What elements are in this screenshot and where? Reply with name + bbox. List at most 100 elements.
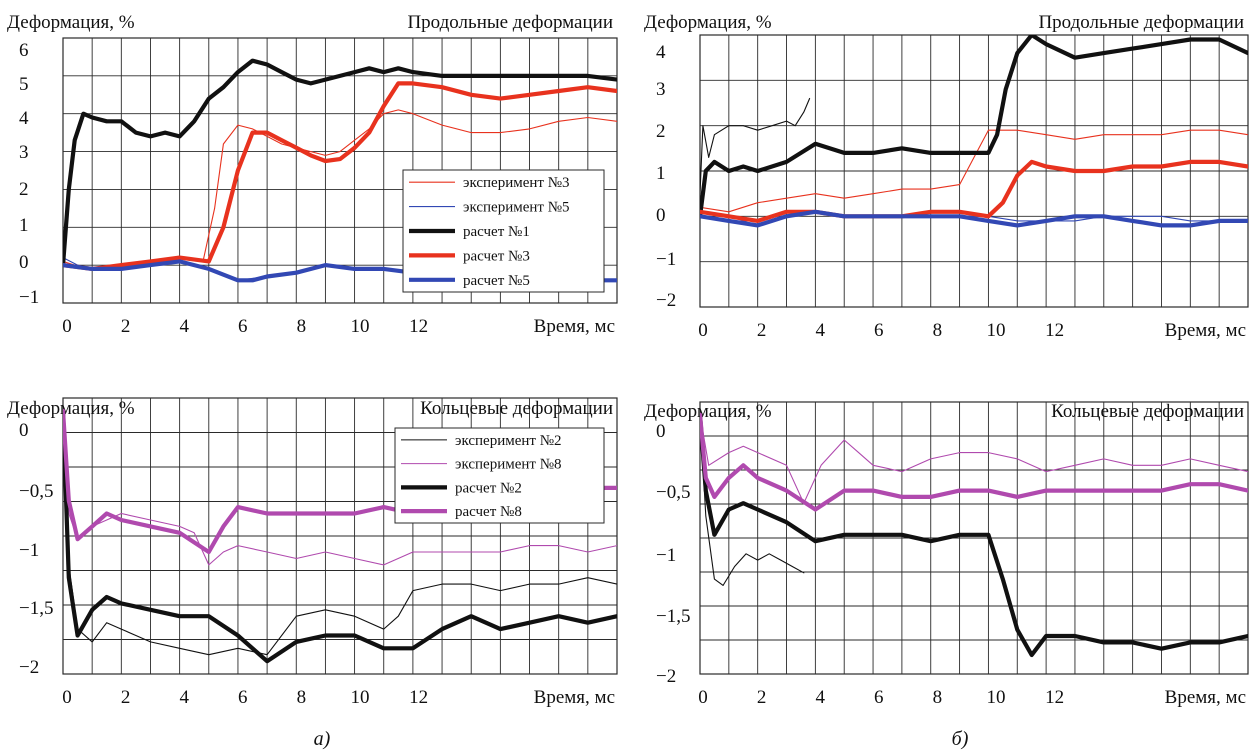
chart-title: Кольцевые деформации <box>1051 401 1244 422</box>
y-tick-label: 4 <box>19 108 29 129</box>
series-line-3 <box>63 408 617 664</box>
x-tick-label: 2 <box>757 320 767 341</box>
x-tick-label: 8 <box>297 687 307 708</box>
x-tick-label: 12 <box>409 687 428 708</box>
x-tick-label: 12 <box>1045 320 1064 341</box>
y-tick-label: 0 <box>656 421 666 442</box>
y-tick-label: −1 <box>19 540 39 561</box>
chart-title: Продольные деформации <box>407 12 613 33</box>
sublabel-b: б) <box>952 728 969 750</box>
grid <box>700 35 1248 307</box>
series-line-2 <box>700 129 1248 213</box>
y-tick-label: 2 <box>19 179 29 200</box>
x-tick-label: 12 <box>409 316 428 337</box>
y-tick-label: 0 <box>19 420 29 441</box>
legend-label: эксперимент №5 <box>463 200 570 216</box>
y-tick-label: 3 <box>656 79 666 100</box>
y-tick-label: −2 <box>19 657 39 678</box>
y-tick-label: −1 <box>656 545 676 566</box>
y-tick-label: 0 <box>19 252 29 273</box>
y-tick-label: 0 <box>656 205 666 226</box>
sublabel-a: а) <box>314 728 331 750</box>
legend-label: расчет №1 <box>463 224 530 240</box>
x-tick-label: 8 <box>933 687 943 708</box>
x-tick-label: 6 <box>238 687 248 708</box>
series-line-4 <box>63 81 617 271</box>
legend: эксперимент №2 эксперимент №8 расчет №2 рас… <box>394 427 605 524</box>
chart-b-bottom: Деформация, % Кольцевые деформации Время, … <box>644 401 1249 708</box>
x-tick-label: 2 <box>121 316 131 337</box>
legend-label: расчет №2 <box>455 480 522 496</box>
y-tick-label: −1 <box>19 287 39 308</box>
x-tick-label: 4 <box>179 687 189 708</box>
x-tick-label: 6 <box>874 320 884 341</box>
y-tick-label: −2 <box>656 666 676 687</box>
legend-label: эксперимент №3 <box>463 175 570 191</box>
series-line-4 <box>700 412 1248 512</box>
series-line-1 <box>700 97 811 195</box>
y-tick-label: 1 <box>19 215 29 236</box>
y-axis-label: Деформация, % <box>7 12 135 33</box>
x-tick-label: 2 <box>757 687 767 708</box>
series-line-3 <box>700 412 1248 658</box>
x-tick-label: 6 <box>874 687 884 708</box>
y-tick-label: −0,5 <box>656 482 690 503</box>
series-line-3 <box>63 58 617 268</box>
series-line-1 <box>700 414 805 586</box>
y-axis-label: Деформация, % <box>644 12 772 33</box>
y-tick-label: 1 <box>656 163 666 184</box>
legend-label: эксперимент №8 <box>455 457 562 473</box>
y-axis-label: Деформация, % <box>644 401 772 422</box>
x-axis-label: Время, мс <box>534 687 615 708</box>
y-tick-label: 4 <box>656 42 666 63</box>
x-tick-label: 8 <box>297 316 307 337</box>
legend-label: расчет №5 <box>463 273 530 289</box>
chart-a-bottom: Деформация, % Кольцевые деформации Время, … <box>7 397 618 708</box>
series-line-2 <box>63 410 617 566</box>
x-tick-label: 12 <box>1045 687 1064 708</box>
series-line-4 <box>700 35 1248 219</box>
legend-label: расчет №8 <box>455 504 522 520</box>
x-axis-label: Время, мс <box>534 316 615 337</box>
x-tick-label: 4 <box>815 320 825 341</box>
x-tick-label: 6 <box>238 316 248 337</box>
x-tick-label: 0 <box>698 687 708 708</box>
series-line-5 <box>700 159 1248 223</box>
x-tick-label: 0 <box>698 320 708 341</box>
x-tick-label: 10 <box>987 687 1006 708</box>
x-tick-label: 2 <box>121 687 131 708</box>
legend: эксперимент №3 эксперимент №5 расчет №1 рас… <box>402 169 605 293</box>
grid <box>700 402 1248 674</box>
y-tick-label: −1,5 <box>19 598 53 619</box>
y-tick-label: 5 <box>19 74 29 95</box>
series-line-6 <box>700 209 1248 228</box>
x-tick-label: 10 <box>351 316 370 337</box>
x-axis-label: Время, мс <box>1165 687 1246 708</box>
y-tick-label: −0,5 <box>19 481 53 502</box>
y-tick-label: −2 <box>656 290 676 311</box>
legend-label: расчет №3 <box>463 248 530 264</box>
y-tick-label: −1,5 <box>656 606 690 627</box>
y-tick-label: 6 <box>19 40 29 61</box>
chart-a-top: Деформация, % Продольные деформации Время,… <box>7 12 618 337</box>
chart-title: Продольные деформации <box>1038 12 1244 33</box>
legend-box <box>394 427 605 524</box>
x-axis-label: Время, мс <box>1165 320 1246 341</box>
series-group <box>700 412 1248 658</box>
x-tick-label: 10 <box>987 320 1006 341</box>
y-axis-label: Деформация, % <box>7 398 135 419</box>
series-line-1 <box>63 410 617 656</box>
x-tick-label: 8 <box>933 320 943 341</box>
plot-frame <box>62 37 618 304</box>
series-line-2 <box>700 414 1248 504</box>
x-tick-label: 10 <box>351 687 370 708</box>
y-tick-label: −1 <box>656 249 676 270</box>
chart-title: Кольцевые деформации <box>420 398 613 419</box>
x-tick-label: 0 <box>62 316 72 337</box>
series-group <box>700 35 1248 228</box>
y-tick-label: 2 <box>656 121 666 142</box>
x-tick-label: 4 <box>815 687 825 708</box>
y-tick-label: 3 <box>19 142 29 163</box>
chart-b-top: Деформация, % Продольные деформации Время,… <box>644 12 1249 341</box>
